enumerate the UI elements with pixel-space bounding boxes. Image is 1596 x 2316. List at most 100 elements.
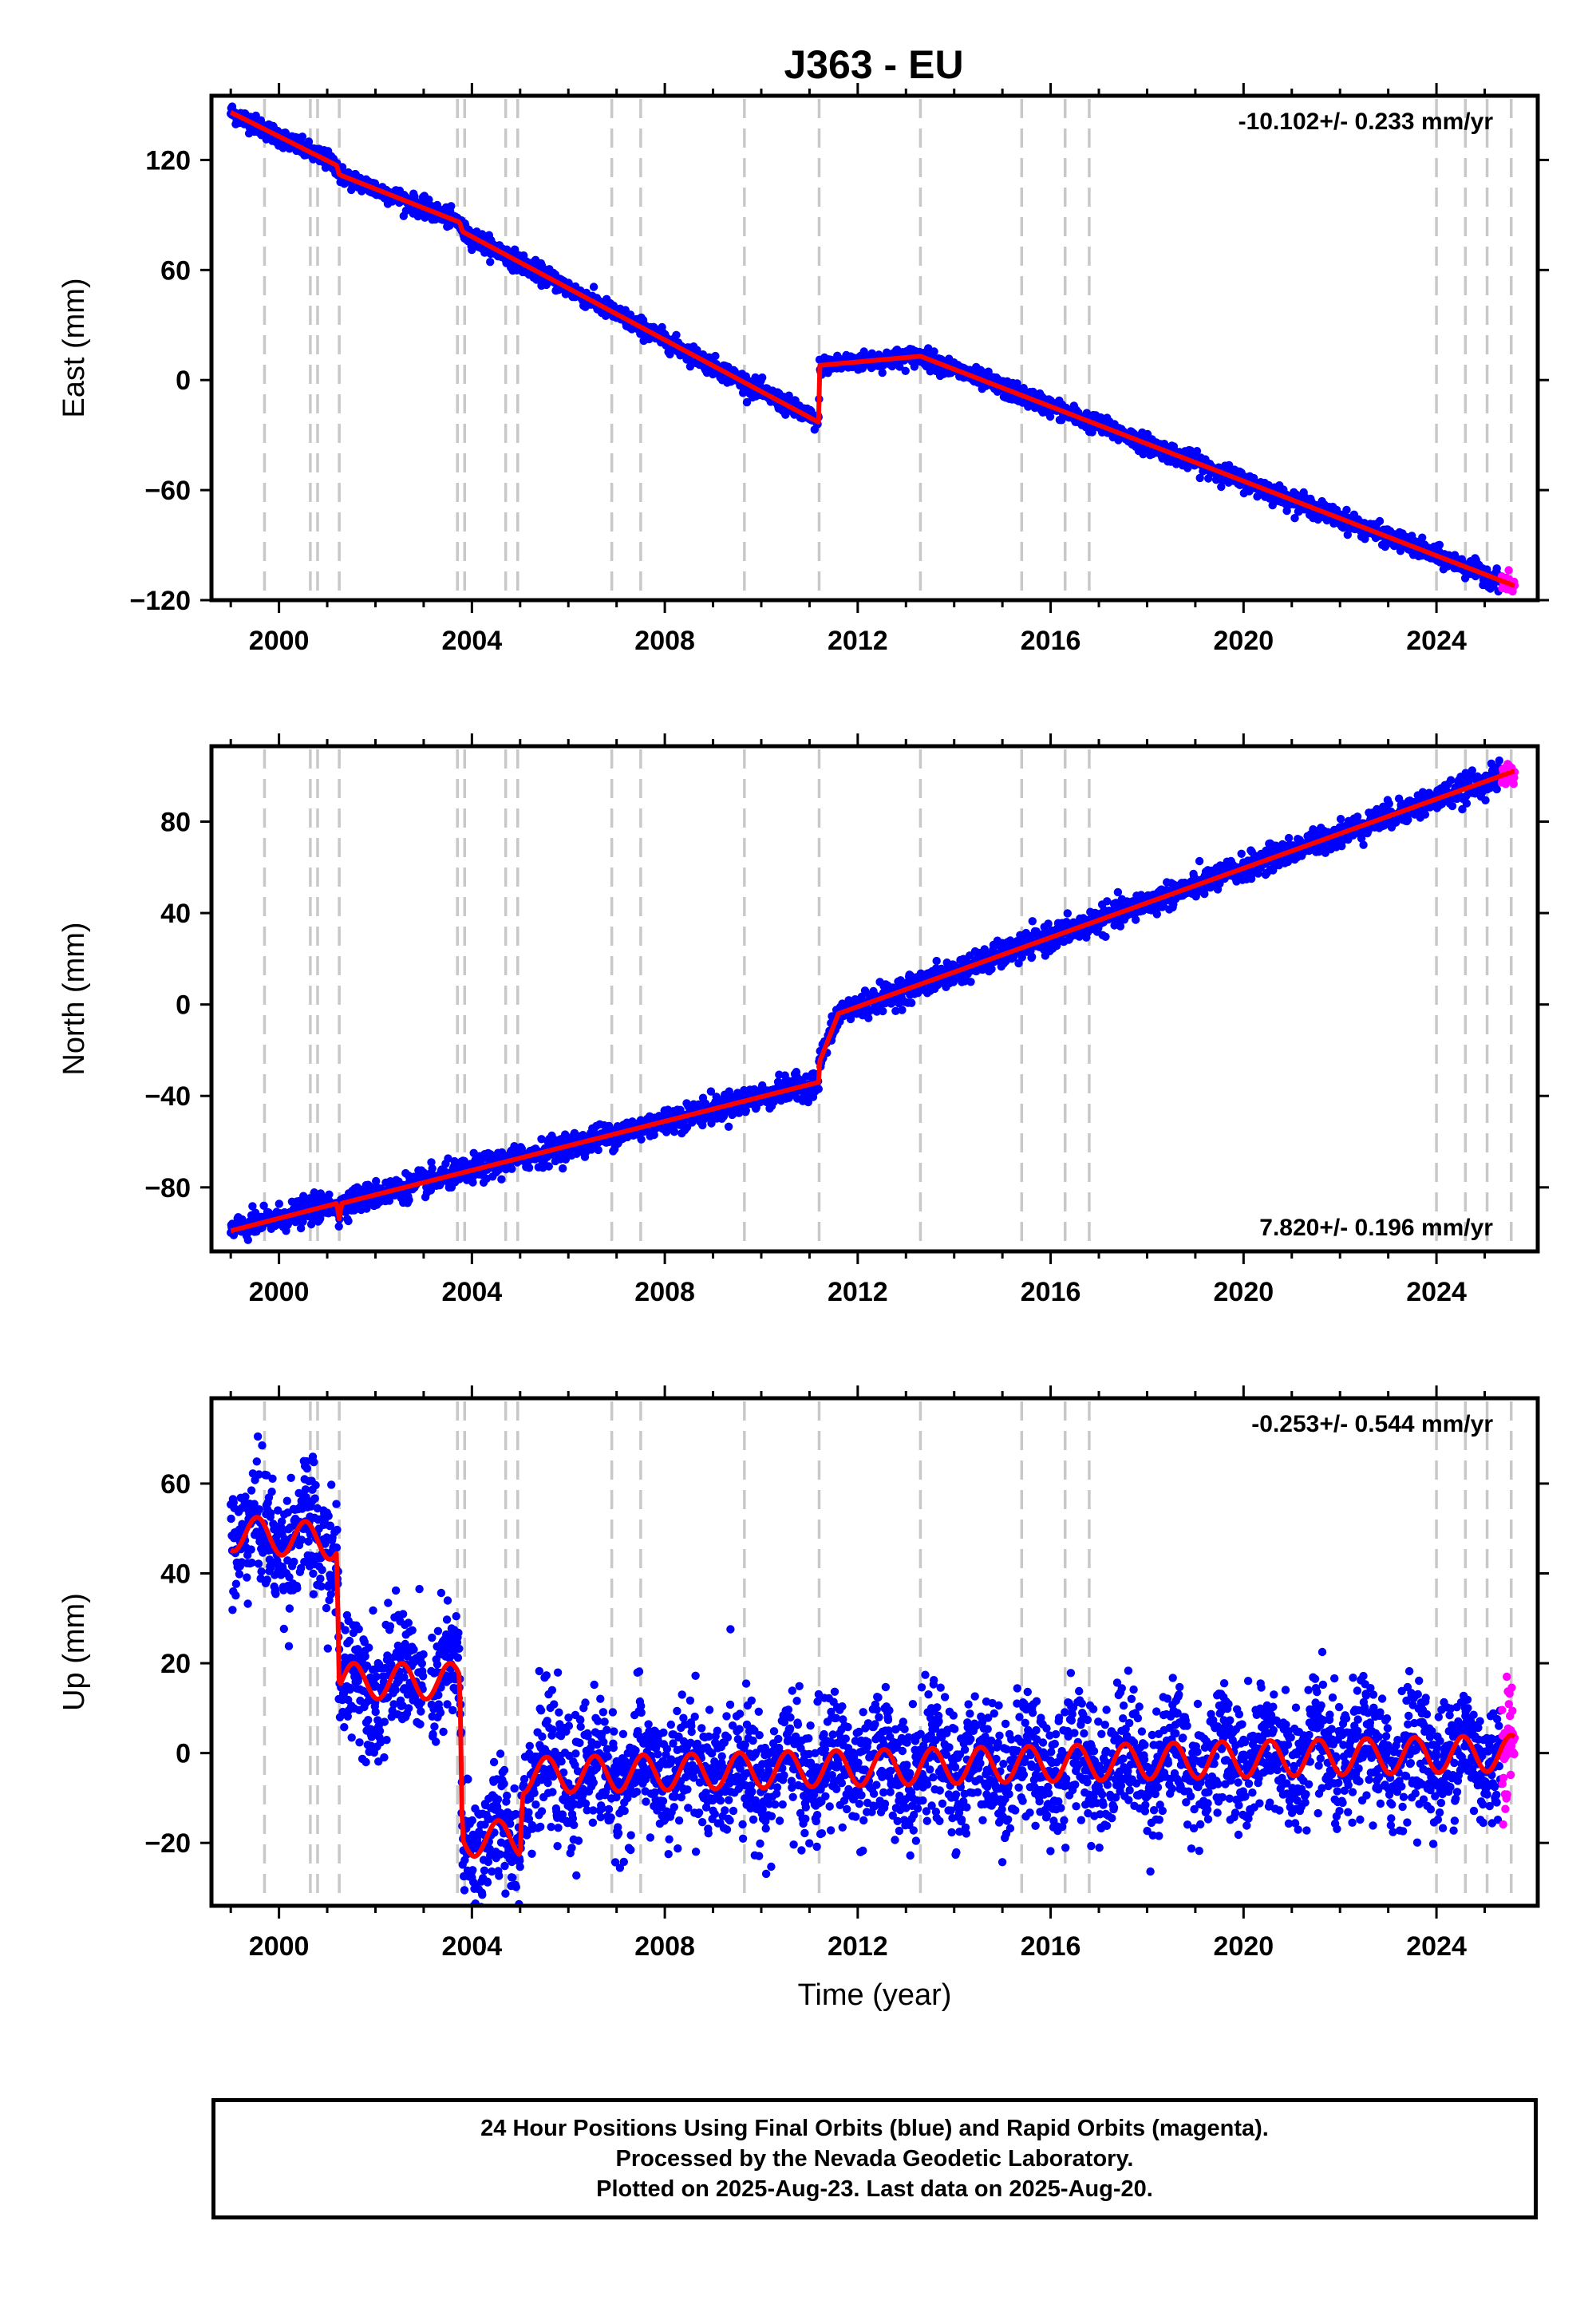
data-point [298, 132, 307, 141]
data-point [1435, 540, 1444, 549]
data-point [589, 283, 598, 291]
x-tick-label-east-1: 2004 [442, 626, 503, 656]
plot-area-north [227, 749, 1519, 1248]
data-point [1045, 412, 1055, 421]
chart-title: J363 - EU [784, 42, 963, 87]
data-point [901, 366, 910, 375]
data-point [907, 998, 916, 1007]
data-point [1290, 514, 1299, 523]
data-point [275, 1199, 283, 1208]
y-tick-label-east-3: 60 [160, 255, 191, 286]
data-point [707, 1119, 716, 1128]
data-point [497, 1175, 506, 1184]
data-point [344, 1216, 353, 1226]
data-point [476, 1156, 486, 1165]
data-point [1343, 530, 1353, 539]
data-point [306, 1219, 316, 1229]
data-point [1028, 917, 1037, 926]
data-point [930, 347, 938, 356]
data-point [594, 1145, 602, 1155]
final-orbit-points-north [227, 756, 1506, 1244]
data-point [427, 1158, 436, 1167]
data-point [304, 137, 314, 146]
data-point [537, 1135, 546, 1144]
data-point [1284, 833, 1294, 843]
data-point [362, 1204, 371, 1213]
y-axis-label-east: East (mm) [57, 278, 91, 417]
data-point [299, 1192, 308, 1200]
data-point [895, 362, 904, 371]
data-point [1152, 910, 1162, 919]
data-point [310, 1188, 318, 1197]
data-point [966, 978, 975, 986]
x-tick-label-east-4: 2016 [1021, 626, 1081, 656]
data-point [670, 1127, 679, 1136]
data-point [1195, 856, 1204, 866]
data-point [559, 1164, 567, 1173]
data-point [243, 1235, 252, 1244]
x-tick-label-east-2: 2008 [634, 626, 695, 656]
data-point [1336, 814, 1345, 824]
data-point [1192, 447, 1202, 456]
data-point [334, 1222, 343, 1231]
data-point [1195, 473, 1204, 483]
data-point [486, 258, 495, 267]
data-point [1101, 932, 1110, 942]
data-point [468, 245, 476, 255]
data-point [259, 1201, 268, 1211]
data-point [1132, 915, 1140, 924]
data-point [524, 1164, 534, 1172]
data-point [706, 1087, 716, 1096]
plot-frame-east [209, 93, 1540, 603]
data-point [508, 1164, 516, 1173]
plot-area-east [227, 99, 1519, 597]
data-point [666, 350, 674, 359]
data-point [296, 1223, 306, 1233]
x-tick-label-east-3: 2012 [828, 626, 888, 656]
data-point [447, 202, 456, 211]
data-point [984, 367, 993, 376]
data-point [758, 373, 767, 382]
data-point [742, 397, 752, 407]
data-point [1237, 849, 1246, 859]
y-tick-label-east-0: −120 [129, 586, 191, 616]
data-point [338, 163, 347, 172]
data-point [672, 330, 681, 339]
x-tick-label-east-6: 2024 [1406, 626, 1467, 656]
data-point [1504, 566, 1513, 575]
data-point [859, 347, 868, 356]
data-point [316, 1214, 325, 1223]
data-point [637, 1135, 646, 1144]
data-point [932, 956, 941, 966]
data-point [650, 1130, 658, 1140]
data-point [1342, 505, 1351, 515]
data-point [1225, 460, 1234, 470]
data-point [1186, 446, 1195, 455]
data-point [444, 1154, 452, 1163]
data-point [879, 1006, 887, 1016]
data-point [405, 1196, 413, 1204]
data-point [468, 1178, 477, 1187]
data-point [878, 368, 887, 377]
final-orbit-points-east [227, 102, 1506, 596]
x-tick-label-east-5: 2020 [1214, 626, 1274, 656]
y-tick-label-east-4: 120 [145, 145, 191, 176]
data-point [987, 965, 996, 974]
data-point [724, 1122, 733, 1132]
data-point [1113, 887, 1123, 897]
data-point [428, 1164, 437, 1173]
data-point [1063, 909, 1073, 918]
rate-annotation-east: -10.102+/- 0.233 mm/yr [1238, 109, 1494, 135]
data-point [248, 1202, 257, 1211]
y-tick-label-east-1: −60 [144, 476, 191, 506]
data-point [385, 1196, 394, 1205]
data-point [1375, 516, 1385, 526]
data-point [898, 1006, 907, 1014]
data-point [1028, 952, 1037, 962]
x-tick-label-east-0: 2000 [249, 626, 310, 656]
data-point [325, 1190, 334, 1199]
